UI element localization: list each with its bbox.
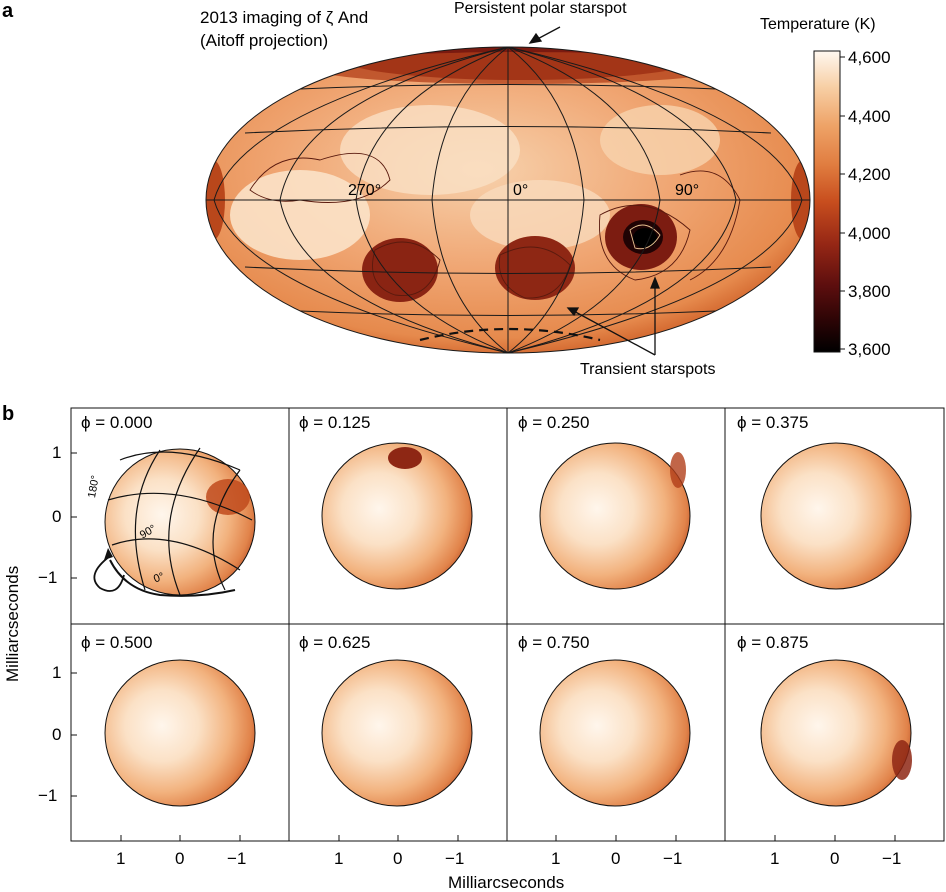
star-disk-phase-2	[539, 442, 691, 590]
map-graticule	[205, 46, 811, 354]
colorbar-tick: 4,000	[848, 224, 891, 243]
phase-label: ϕ = 0.000	[81, 413, 153, 432]
star-grid-phase-0	[107, 447, 253, 596]
star-disk-phase-6	[539, 659, 691, 807]
phase-label: ϕ = 0.375	[737, 413, 809, 432]
star-disk-phase-0	[104, 448, 256, 596]
x-tick-label: 1	[770, 849, 780, 868]
map-subtitle: (Aitoff projection)	[200, 31, 329, 50]
colorbar-tick: 4,400	[848, 107, 891, 126]
x-tick-label: −1	[882, 849, 902, 868]
x-tick-label: 0	[393, 849, 403, 868]
phase-label: ϕ = 0.875	[737, 633, 809, 652]
y-axis-title: Milliarcseconds	[3, 565, 22, 682]
y-tick-label: 0	[52, 507, 62, 526]
star-disk-phase-4	[104, 659, 256, 807]
star-disk-phase-3	[760, 442, 912, 590]
aitoff-map	[205, 46, 811, 354]
colorbar-tick: 3,600	[848, 340, 891, 359]
phase-label: ϕ = 0.125	[299, 413, 371, 432]
phase-label: ϕ = 0.500	[81, 633, 153, 652]
panel-letter-b: b	[2, 403, 15, 425]
colorbar	[813, 50, 845, 353]
rotation-arrow-icon	[93, 555, 125, 592]
annotation-arrows	[528, 26, 660, 356]
panel-letter-a: a	[2, 0, 14, 22]
transient-starspots-label: Transient starspots	[580, 361, 716, 378]
x-tick-label: 0	[611, 849, 621, 868]
panel-b-ticks	[71, 452, 896, 841]
star-disk-phase-7	[760, 659, 912, 807]
x-tick-label: 1	[551, 849, 561, 868]
panel-b	[70, 407, 945, 842]
longitude-label: 0°	[513, 182, 529, 199]
colorbar-tick: 4,600	[848, 48, 891, 67]
x-tick-label: 0	[830, 849, 840, 868]
y-tick-label: 0	[52, 725, 62, 744]
y-tick-label: −1	[38, 786, 58, 805]
y-tick-label: −1	[38, 568, 58, 587]
star-images	[93, 442, 912, 807]
colorbar-scale	[813, 50, 841, 353]
map-title: 2013 imaging of ζ And	[200, 8, 369, 27]
polar-starspot-label: Persistent polar starspot	[454, 0, 627, 17]
x-tick-label: 0	[175, 849, 185, 868]
visibility-limit	[419, 327, 601, 342]
x-tick-label: 1	[116, 849, 126, 868]
star-disk-phase-5	[321, 659, 473, 807]
colorbar-title: Temperature (K)	[760, 16, 876, 33]
x-tick-label: 1	[334, 849, 344, 868]
longitude-label: 90°	[675, 182, 700, 199]
longitude-label: 270°	[348, 182, 382, 199]
x-tick-label: −1	[663, 849, 683, 868]
phase-label: ϕ = 0.625	[299, 633, 371, 652]
x-tick-label: −1	[445, 849, 465, 868]
transient-spot	[495, 236, 575, 300]
transient-spot	[362, 238, 438, 302]
y-tick-label: 1	[52, 443, 62, 462]
colorbar-tick: 3,800	[848, 282, 891, 301]
star-disk-phase-1	[321, 442, 473, 590]
y-tick-label: 1	[52, 663, 62, 682]
x-tick-label: −1	[227, 849, 247, 868]
phase-label: ϕ = 0.750	[518, 633, 590, 652]
colorbar-tick: 4,200	[848, 165, 891, 184]
panel-a	[205, 26, 845, 356]
x-axis-title: Milliarcseconds	[448, 873, 565, 892]
phase-label: ϕ = 0.250	[518, 413, 590, 432]
